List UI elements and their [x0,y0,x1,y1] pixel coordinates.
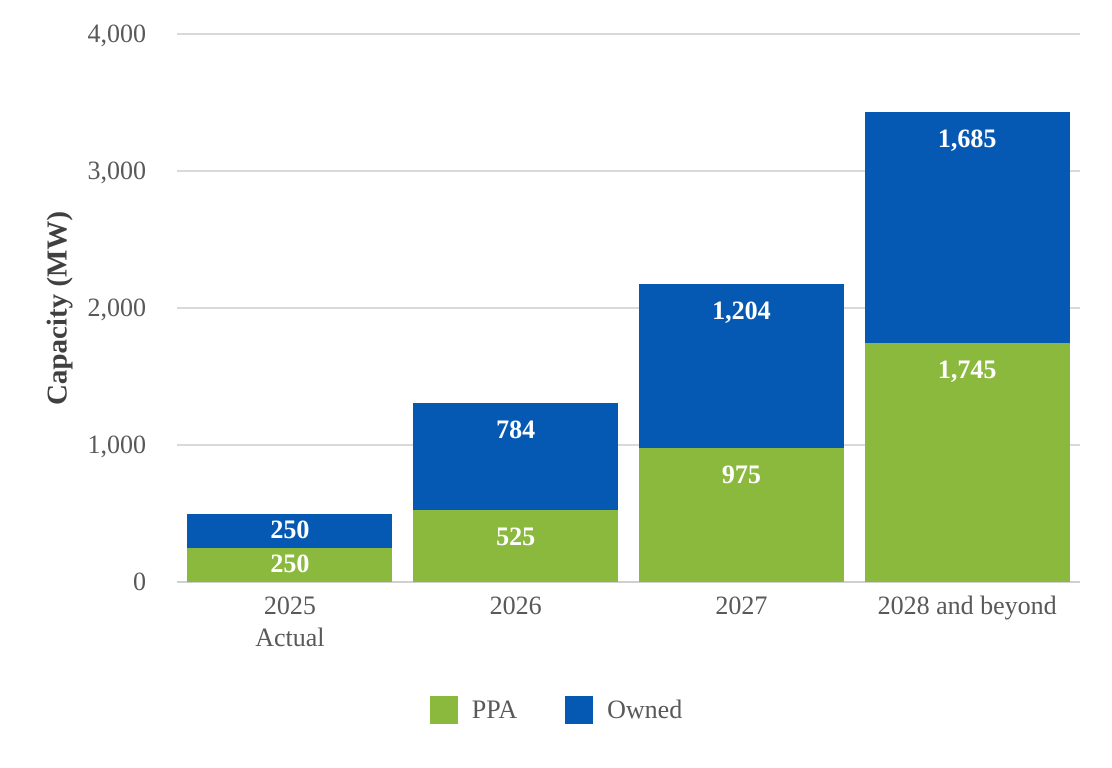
bar-stack: 1,745 1,685 [864,34,1070,582]
legend-entry-owned: Owned [565,695,682,725]
gridline [177,307,1080,309]
bar-stack: 525 784 [413,34,619,582]
legend-swatch-icon [429,696,458,724]
bar-slot: 975 1,204 [629,34,855,582]
y-tick-label: 1,000 [87,430,147,459]
data-label: 784 [496,414,536,444]
x-category-label-line: 2028 and beyond [877,591,1057,620]
x-category-label: 2025 Actual [177,590,403,653]
x-category-label-line: 2027 [715,591,768,620]
data-label: 250 [270,548,310,578]
data-label: 1,204 [712,295,771,325]
data-label: 1,685 [937,124,997,154]
y-axis-tick-labels: 0 1,000 2,000 3,000 4,000 [0,19,147,596]
bar-segment-owned: 1,685 [864,112,1070,343]
x-category-label: 2027 [629,590,855,653]
bar-segment-owned: 1,204 [638,283,844,449]
bar-stack: 250 250 [187,34,393,582]
bar-segment-ppa: 1,745 [864,342,1070,582]
gridline [177,444,1080,446]
data-label: 250 [270,514,310,544]
bar-slot: 250 250 [177,34,403,582]
x-category-label-line: 2025 [263,591,316,620]
gridline [177,33,1080,35]
bar-segment-owned: 784 [413,402,619,511]
legend-label: Owned [607,695,683,724]
bar-segment-ppa: 250 [187,547,393,582]
y-tick-label: 3,000 [87,156,147,185]
x-axis-line [177,581,1080,583]
data-label: 525 [496,522,536,552]
x-category-label: 2026 [403,590,629,653]
plot-area: 250 250 525 784 975 1,204 1,745 1,685 [177,33,1080,583]
legend: PPA Owned [0,692,1112,728]
bar-segment-ppa: 525 [413,510,619,582]
y-tick-label: 0 [133,567,146,596]
bar-stack: 975 1,204 [638,34,844,582]
legend-swatch-icon [565,696,594,724]
y-tick-label: 4,000 [87,19,147,48]
legend-entry-ppa: PPA [429,695,518,725]
y-tick-label: 2,000 [87,293,147,322]
x-category-label-line: 2026 [489,591,542,620]
gridline [177,170,1080,172]
x-category-label-line: Actual [255,622,325,652]
bar-slot: 525 784 [403,34,629,582]
bar-segment-owned: 250 [187,513,393,548]
legend-label: PPA [471,695,518,724]
data-label: 1,745 [937,354,997,384]
data-label: 975 [721,460,761,490]
bar-segment-ppa: 975 [638,448,844,582]
x-axis-category-labels: 2025 Actual 2026 2027 2028 and beyond [177,590,1080,653]
bars-container: 250 250 525 784 975 1,204 1,745 1,685 [177,34,1080,582]
x-category-label: 2028 and beyond [854,590,1080,653]
bar-slot: 1,745 1,685 [854,34,1080,582]
